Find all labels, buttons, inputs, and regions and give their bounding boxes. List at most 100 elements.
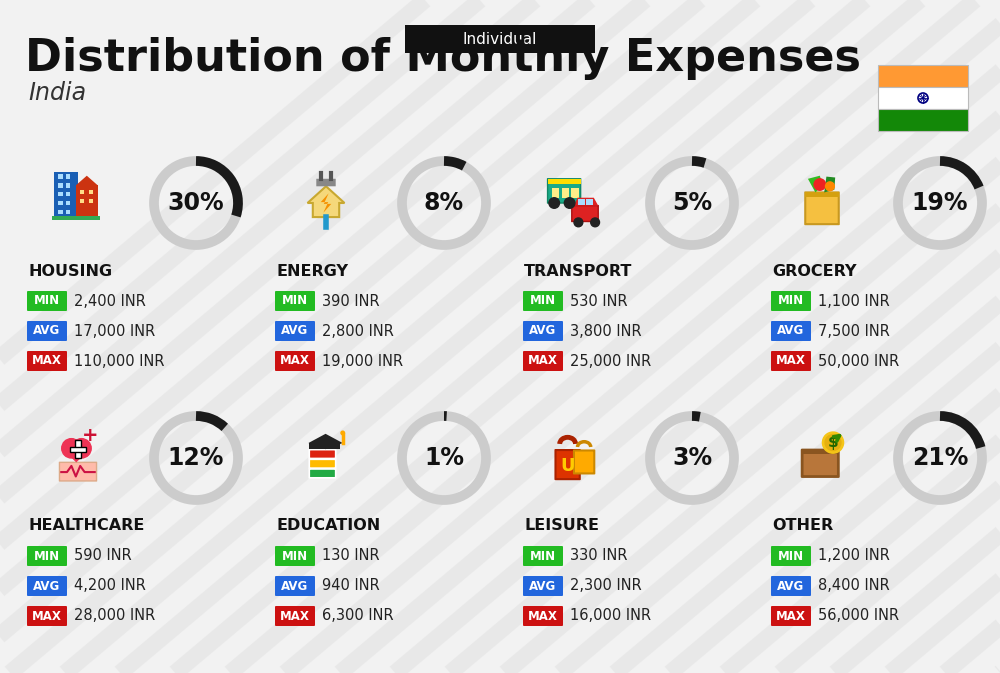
FancyBboxPatch shape bbox=[771, 576, 811, 596]
Text: 56,000 INR: 56,000 INR bbox=[818, 608, 899, 623]
Text: 590 INR: 590 INR bbox=[74, 548, 132, 563]
FancyBboxPatch shape bbox=[802, 450, 838, 476]
FancyBboxPatch shape bbox=[80, 199, 84, 203]
Text: MAX: MAX bbox=[280, 610, 310, 623]
FancyBboxPatch shape bbox=[571, 188, 579, 198]
Text: 5%: 5% bbox=[672, 191, 712, 215]
FancyBboxPatch shape bbox=[771, 291, 811, 311]
Circle shape bbox=[822, 432, 844, 453]
Text: 28,000 INR: 28,000 INR bbox=[74, 608, 155, 623]
FancyBboxPatch shape bbox=[66, 201, 70, 205]
Circle shape bbox=[549, 198, 559, 208]
Text: 19%: 19% bbox=[912, 191, 968, 215]
Text: 17,000 INR: 17,000 INR bbox=[74, 324, 155, 339]
FancyBboxPatch shape bbox=[523, 291, 563, 311]
FancyBboxPatch shape bbox=[66, 183, 70, 188]
FancyBboxPatch shape bbox=[275, 576, 315, 596]
Text: MAX: MAX bbox=[32, 610, 62, 623]
Text: HOUSING: HOUSING bbox=[28, 264, 112, 279]
Text: MIN: MIN bbox=[282, 549, 308, 563]
FancyBboxPatch shape bbox=[802, 450, 838, 454]
Text: LEISURE: LEISURE bbox=[524, 518, 599, 534]
Text: 7,500 INR: 7,500 INR bbox=[818, 324, 890, 339]
FancyBboxPatch shape bbox=[76, 185, 98, 219]
FancyBboxPatch shape bbox=[878, 65, 968, 87]
Polygon shape bbox=[824, 176, 835, 192]
Text: AVG: AVG bbox=[281, 579, 309, 592]
FancyBboxPatch shape bbox=[66, 174, 70, 179]
Text: 1,100 INR: 1,100 INR bbox=[818, 293, 890, 308]
FancyBboxPatch shape bbox=[523, 546, 563, 566]
FancyBboxPatch shape bbox=[70, 447, 86, 452]
Circle shape bbox=[341, 431, 344, 435]
Text: 6,300 INR: 6,300 INR bbox=[322, 608, 394, 623]
Text: +: + bbox=[82, 425, 99, 445]
Text: India: India bbox=[28, 81, 86, 105]
Text: MIN: MIN bbox=[34, 295, 60, 308]
FancyBboxPatch shape bbox=[275, 546, 315, 566]
FancyBboxPatch shape bbox=[66, 209, 70, 214]
Circle shape bbox=[591, 218, 600, 227]
Circle shape bbox=[825, 435, 841, 450]
Text: 19,000 INR: 19,000 INR bbox=[322, 353, 403, 369]
FancyBboxPatch shape bbox=[316, 179, 336, 186]
Text: 3,800 INR: 3,800 INR bbox=[570, 324, 642, 339]
Text: $: $ bbox=[828, 435, 838, 450]
Text: 30%: 30% bbox=[168, 191, 224, 215]
Text: MAX: MAX bbox=[776, 610, 806, 623]
FancyBboxPatch shape bbox=[75, 440, 81, 458]
Text: Distribution of Monthly Expenses: Distribution of Monthly Expenses bbox=[25, 36, 861, 79]
FancyBboxPatch shape bbox=[27, 351, 67, 371]
FancyBboxPatch shape bbox=[878, 109, 968, 131]
FancyBboxPatch shape bbox=[771, 351, 811, 371]
FancyBboxPatch shape bbox=[523, 576, 563, 596]
Text: EDUCATION: EDUCATION bbox=[276, 518, 380, 534]
FancyBboxPatch shape bbox=[309, 469, 336, 478]
FancyBboxPatch shape bbox=[58, 201, 63, 205]
FancyBboxPatch shape bbox=[523, 321, 563, 341]
Polygon shape bbox=[308, 186, 344, 217]
Text: 25,000 INR: 25,000 INR bbox=[570, 353, 651, 369]
Polygon shape bbox=[308, 434, 343, 449]
Text: AVG: AVG bbox=[777, 579, 805, 592]
Text: 16,000 INR: 16,000 INR bbox=[570, 608, 651, 623]
Text: MAX: MAX bbox=[280, 355, 310, 367]
Circle shape bbox=[574, 218, 583, 227]
Text: HEALTHCARE: HEALTHCARE bbox=[28, 518, 144, 534]
Text: GROCERY: GROCERY bbox=[772, 264, 856, 279]
Text: MAX: MAX bbox=[32, 355, 62, 367]
Text: AVG: AVG bbox=[33, 579, 61, 592]
FancyBboxPatch shape bbox=[275, 321, 315, 341]
Circle shape bbox=[564, 198, 575, 208]
FancyBboxPatch shape bbox=[27, 576, 67, 596]
FancyBboxPatch shape bbox=[27, 321, 67, 341]
Text: 2,400 INR: 2,400 INR bbox=[74, 293, 146, 308]
FancyBboxPatch shape bbox=[89, 199, 93, 203]
FancyBboxPatch shape bbox=[523, 351, 563, 371]
Text: 130 INR: 130 INR bbox=[322, 548, 380, 563]
FancyBboxPatch shape bbox=[771, 546, 811, 566]
Text: 3%: 3% bbox=[672, 446, 712, 470]
Text: AVG: AVG bbox=[281, 324, 309, 337]
Circle shape bbox=[72, 439, 91, 458]
FancyBboxPatch shape bbox=[27, 546, 67, 566]
Text: ENERGY: ENERGY bbox=[276, 264, 348, 279]
FancyBboxPatch shape bbox=[771, 606, 811, 626]
FancyBboxPatch shape bbox=[805, 192, 839, 197]
FancyBboxPatch shape bbox=[771, 321, 811, 341]
FancyBboxPatch shape bbox=[275, 291, 315, 311]
Polygon shape bbox=[808, 176, 823, 192]
Text: AVG: AVG bbox=[529, 324, 557, 337]
FancyBboxPatch shape bbox=[548, 179, 581, 203]
Text: 530 INR: 530 INR bbox=[570, 293, 628, 308]
FancyBboxPatch shape bbox=[58, 192, 63, 197]
FancyBboxPatch shape bbox=[555, 450, 580, 479]
Polygon shape bbox=[321, 193, 331, 213]
FancyBboxPatch shape bbox=[878, 87, 968, 109]
FancyBboxPatch shape bbox=[89, 190, 93, 194]
Text: 50,000 INR: 50,000 INR bbox=[818, 353, 899, 369]
Text: MIN: MIN bbox=[778, 549, 804, 563]
Text: 12%: 12% bbox=[168, 446, 224, 470]
FancyBboxPatch shape bbox=[54, 172, 78, 219]
Text: MIN: MIN bbox=[530, 549, 556, 563]
